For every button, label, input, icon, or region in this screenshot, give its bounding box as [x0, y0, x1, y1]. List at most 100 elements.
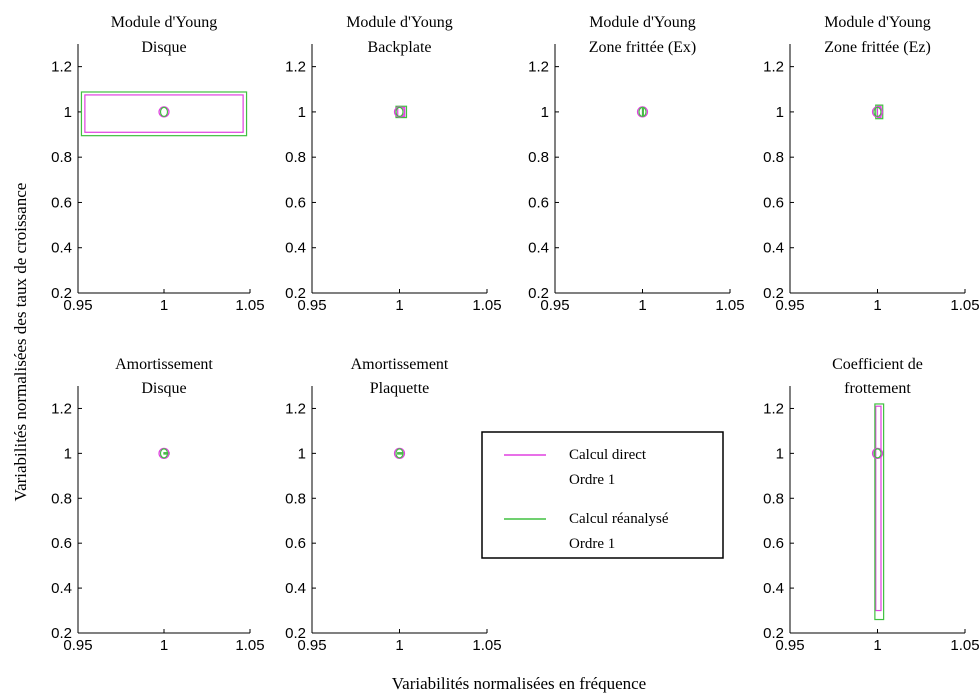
- subplot-title-line1: Amortissement: [351, 356, 449, 373]
- y-tick-label: 0.2: [285, 285, 306, 302]
- subplot-4: Module d'Young Zone frittée (Ez) 0.2 0.4 0.6…: [763, 14, 979, 314]
- y-tick-label: 1: [776, 445, 784, 462]
- subplot-2: Module d'Young Backplate 0.2 0.4 0.6 0.8 1 1.2 0…: [285, 14, 501, 314]
- nominal-point-reanalyse: [873, 106, 882, 118]
- subplot-title-line2: Disque: [141, 39, 186, 56]
- subplot-title-line2: Zone frittée (Ez): [824, 39, 931, 56]
- y-tick-label: 1.2: [51, 59, 72, 76]
- x-tick-label: 1: [395, 297, 403, 314]
- y-tick-label: 1: [541, 104, 549, 121]
- y-tick-label: 1: [64, 104, 72, 121]
- y-tick-label: 1.2: [285, 400, 306, 417]
- x-tick-label: 1: [873, 637, 881, 654]
- variability-box-reanalyse: [641, 106, 644, 118]
- subplot-title-line1: Coefficient de: [832, 356, 923, 373]
- y-tick-label: 1.2: [528, 59, 549, 76]
- y-tick-label: 0.8: [285, 149, 306, 166]
- y-tick-label: 0.2: [285, 625, 306, 642]
- x-tick-label: 1.05: [235, 297, 264, 314]
- y-tick-label: 0.8: [763, 490, 784, 507]
- nominal-point-reanalyse: [873, 448, 882, 459]
- legend-label-calcul-reanalyse: Calcul réanalysé: [569, 511, 669, 527]
- x-tick-label: 0.95: [775, 297, 804, 314]
- subplot-title-line2: Backplate: [368, 39, 432, 56]
- y-tick-label: 0.2: [763, 625, 784, 642]
- subplot-6: Amortissement Plaquette 0.2 0.4 0.6 0.8 1 1.2 0.…: [285, 356, 501, 654]
- subplot-title-line1: Module d'Young: [111, 14, 218, 31]
- y-tick-label: 0.8: [285, 490, 306, 507]
- x-tick-label: 0.95: [63, 297, 92, 314]
- subplots: Module d'Young Disque 0.2 0.4 0.6 0.8 1 1.2 0.95…: [51, 14, 979, 654]
- y-tick-label: 0.6: [285, 194, 306, 211]
- x-tick-label: 0.95: [775, 637, 804, 654]
- x-tick-label: 1: [638, 297, 646, 314]
- subplot-title-line1: Amortissement: [115, 356, 213, 373]
- legend-box: [481, 431, 724, 559]
- y-tick-label: 0.6: [285, 535, 306, 552]
- y-tick-label: 0.6: [51, 535, 72, 552]
- variability-box-direct: [84, 94, 244, 133]
- x-tick-label: 0.95: [63, 637, 92, 654]
- subplot-7: Coefficient de frottement 0.2 0.4 0.6 0.8 1 1.2…: [763, 356, 979, 654]
- y-tick-label: 0.8: [51, 490, 72, 507]
- subplot-title-line2: Zone frittée (Ex): [589, 39, 697, 56]
- variability-box-reanalyse: [874, 403, 885, 621]
- x-tick-label: 1: [160, 637, 168, 654]
- legend-label-calcul-reanalyse-ordre: Ordre 1: [569, 536, 615, 552]
- y-tick-label: 0.4: [763, 240, 784, 257]
- y-tick-label: 0.2: [51, 625, 72, 642]
- y-tick-label: 0.8: [528, 149, 549, 166]
- y-tick-label: 0.6: [51, 194, 72, 211]
- x-tick-label: 1: [395, 637, 403, 654]
- x-tick-label: 1.05: [950, 297, 979, 314]
- variability-box-direct: [875, 405, 882, 612]
- y-tick-label: 0.4: [763, 580, 784, 597]
- y-tick-label: 0.6: [763, 194, 784, 211]
- variability-box-reanalyse: [80, 91, 248, 137]
- y-tick-label: 0.4: [285, 240, 306, 257]
- y-tick-label: 1.2: [51, 400, 72, 417]
- y-tick-label: 0.2: [528, 285, 549, 302]
- y-tick-label: 1: [298, 104, 306, 121]
- y-tick-label: 0.8: [51, 149, 72, 166]
- x-tick-label: 0.95: [297, 637, 326, 654]
- y-tick-label: 0.4: [51, 580, 72, 597]
- x-tick-label: 1: [873, 297, 881, 314]
- subplot-title-line2: Disque: [141, 380, 186, 397]
- legend: Calcul direct Ordre 1 Calcul réanalysé O…: [481, 431, 724, 559]
- subplot-title-line2: Plaquette: [370, 380, 430, 397]
- x-tick-label: 1: [160, 297, 168, 314]
- legend-label-calcul-direct-ordre: Ordre 1: [569, 472, 615, 488]
- subplot-title-line1: Module d'Young: [589, 14, 696, 31]
- subplot-title-line2: frottement: [844, 380, 911, 397]
- x-tick-label: 1.05: [715, 297, 744, 314]
- y-tick-label: 1.2: [285, 59, 306, 76]
- x-tick-label: 1.05: [950, 637, 979, 654]
- y-tick-label: 0.4: [285, 580, 306, 597]
- subplot-3: Module d'Young Zone frittée (Ex) 0.2 0.4 0.6…: [528, 14, 744, 314]
- y-axis-label: Variabilités normalisées des taux de cro…: [11, 183, 30, 502]
- y-tick-label: 0.6: [528, 194, 549, 211]
- legend-label-calcul-direct: Calcul direct: [569, 447, 647, 463]
- nominal-point-reanalyse: [159, 448, 169, 459]
- y-tick-label: 1: [298, 445, 306, 462]
- subplot-title-line1: Module d'Young: [346, 14, 453, 31]
- y-tick-label: 1: [776, 104, 784, 121]
- y-tick-label: 0.6: [763, 535, 784, 552]
- subplot-1: Module d'Young Disque 0.2 0.4 0.6 0.8 1 1.2 0.95…: [51, 14, 264, 314]
- y-tick-label: 0.2: [51, 285, 72, 302]
- subplot-5: Amortissement Disque 0.2 0.4 0.6 0.8 1 1.2 0.95 1…: [51, 356, 264, 654]
- nominal-point-reanalyse: [395, 106, 404, 118]
- nominal-point-reanalyse: [159, 106, 169, 118]
- x-axis-label: Variabilités normalisées en fréquence: [392, 674, 646, 693]
- x-tick-label: 1.05: [235, 637, 264, 654]
- x-tick-label: 1.05: [472, 637, 501, 654]
- y-tick-label: 1.2: [763, 59, 784, 76]
- nominal-point-reanalyse: [638, 106, 647, 118]
- y-tick-label: 1.2: [763, 400, 784, 417]
- y-tick-label: 0.4: [51, 240, 72, 257]
- x-tick-label: 1.05: [472, 297, 501, 314]
- y-tick-label: 0.2: [763, 285, 784, 302]
